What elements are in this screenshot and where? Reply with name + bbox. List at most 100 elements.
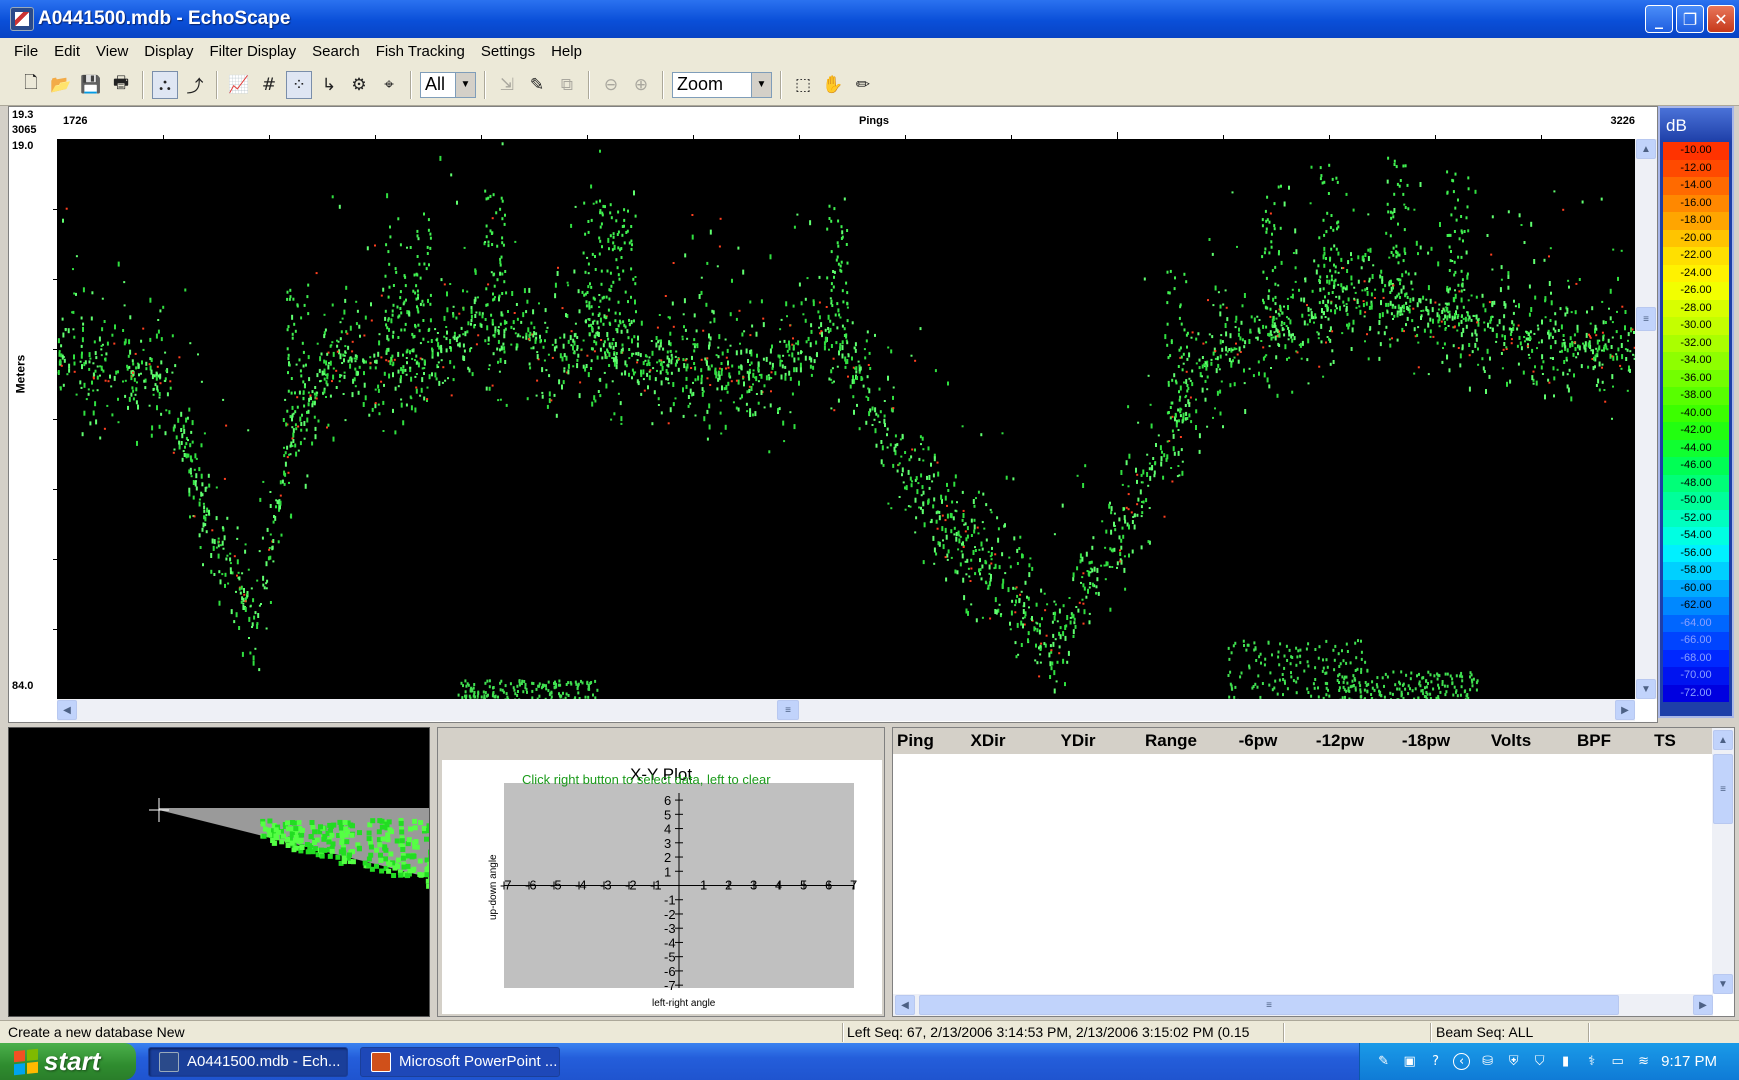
echo-target <box>742 269 745 275</box>
antivirus-icon[interactable]: ⚕ <box>1588 1054 1596 1069</box>
menu-search[interactable]: Search <box>312 42 360 60</box>
column-18pw[interactable]: -18pw <box>1401 731 1451 750</box>
ping-tick <box>1223 135 1224 139</box>
new-file-icon[interactable]: 🗋 <box>24 73 38 93</box>
echo-target <box>706 357 709 360</box>
network-icon[interactable]: ⛁ <box>1482 1054 1494 1069</box>
xy-plot-canvas[interactable]: -7 -6 -5 -4 -3 -2 -1 1 2 3 4 5 6 7654321-1-2-3-4-5-6-… <box>442 760 882 1014</box>
scroll-thumb[interactable]: ≡ <box>1713 754 1733 824</box>
echogram-vertical-scrollbar[interactable]: ▲ ≡ ▼ <box>1635 139 1657 699</box>
column-xdir[interactable]: XDir <box>970 731 1006 750</box>
monitor-icon[interactable]: ▭ <box>1611 1054 1624 1069</box>
help-icon[interactable]: ? <box>1432 1054 1440 1069</box>
bottom-line-icon[interactable]: ↳ <box>321 74 337 95</box>
column-range[interactable]: Range <box>1145 731 1197 750</box>
echo-target <box>494 695 497 699</box>
column-ts[interactable]: TS <box>1654 731 1676 750</box>
echo-target <box>1584 341 1587 346</box>
echo-target <box>150 433 153 438</box>
echo-target <box>698 294 701 299</box>
echo-target <box>1173 451 1176 456</box>
menu-help[interactable]: Help <box>551 42 582 60</box>
echo-target <box>1105 529 1108 534</box>
save-icon[interactable]: 💾 <box>80 74 102 95</box>
scroll-left-icon[interactable]: ◀ <box>57 700 77 720</box>
menu-file[interactable]: File <box>14 42 39 60</box>
edit-track-icon[interactable]: ✎ <box>529 74 545 95</box>
echogram-canvas[interactable] <box>57 139 1635 699</box>
menu-edit[interactable]: Edit <box>54 42 81 60</box>
print-icon[interactable]: 🖶 <box>112 73 130 93</box>
column-ydir[interactable]: YDir <box>1060 731 1096 750</box>
export-icon[interactable]: ⇲ <box>499 74 515 95</box>
echo-target <box>485 694 488 698</box>
tool-icon[interactable]: ✎ <box>1378 1054 1390 1069</box>
chevron-down-icon[interactable]: ▼ <box>455 72 475 97</box>
battery-icon[interactable]: ▮ <box>1562 1054 1570 1069</box>
echo-target <box>914 448 916 452</box>
scroll-up-icon[interactable]: ▲ <box>1636 139 1656 159</box>
echo-target <box>612 280 615 284</box>
hand-icon[interactable]: ✋ <box>822 74 844 95</box>
scatter-icon[interactable]: ⁘ <box>286 70 312 99</box>
table-vertical-scrollbar[interactable]: ▲ ≡ ▼ <box>1712 728 1734 994</box>
security-icon[interactable]: ⛨ <box>1508 1054 1519 1069</box>
menu-view[interactable]: View <box>96 42 129 60</box>
scroll-thumb[interactable]: ≡ <box>1636 307 1656 331</box>
echo-target <box>729 312 732 317</box>
menu-filter-display[interactable]: Filter Display <box>209 42 297 60</box>
column-6pw[interactable]: -6pw <box>1238 731 1278 750</box>
show-hidden-icons-icon[interactable]: ‹ <box>1453 1053 1471 1070</box>
scroll-up-icon[interactable]: ▲ <box>1713 730 1733 750</box>
column-12pw[interactable]: -12pw <box>1315 731 1365 750</box>
display-icon[interactable]: ▣ <box>1403 1054 1416 1069</box>
menu-fish-tracking[interactable]: Fish Tracking <box>375 42 465 60</box>
maximize-button[interactable]: ❐ <box>1676 5 1704 33</box>
zoom-in-icon[interactable]: ⊕ <box>633 74 649 95</box>
taskbar-item-powerpoint[interactable]: Microsoft PowerPoint ... <box>360 1046 560 1077</box>
zoom-out-icon[interactable]: ⊖ <box>603 74 619 95</box>
scroll-right-icon[interactable]: ▶ <box>1615 700 1635 720</box>
zoom-select[interactable]: Zoom ▼ <box>672 71 772 98</box>
echogram-view-icon[interactable]: ⛬ <box>152 70 178 99</box>
close-button[interactable]: ✕ <box>1707 5 1735 33</box>
filter-select[interactable]: All ▼ <box>420 71 476 98</box>
scroll-right-icon[interactable]: ▶ <box>1693 995 1713 1015</box>
column-bpf[interactable]: BPF <box>1577 731 1611 750</box>
echo-target <box>563 367 566 370</box>
scroll-thumb[interactable]: ≡ <box>919 995 1619 1015</box>
echo-target <box>1058 645 1061 649</box>
echo-target <box>980 541 983 547</box>
grid-icon[interactable]: # <box>261 74 277 95</box>
scroll-thumb[interactable]: ≡ <box>777 700 799 720</box>
echo-target <box>1450 250 1452 253</box>
menu-display[interactable]: Display <box>144 42 194 60</box>
start-button[interactable]: start <box>0 1043 136 1080</box>
echo-target <box>743 381 745 387</box>
copy-icon[interactable]: ⧉ <box>560 74 574 95</box>
column-ping[interactable]: Ping <box>897 731 934 750</box>
beam-3d-view[interactable] <box>8 727 430 1017</box>
wireless-icon[interactable]: ≋ <box>1638 1054 1650 1069</box>
scroll-down-icon[interactable]: ▼ <box>1713 974 1733 994</box>
pencil-icon[interactable]: ✏ <box>855 74 871 95</box>
column-volts[interactable]: Volts <box>1490 731 1532 750</box>
select-region-icon[interactable]: ⬚ <box>794 74 812 95</box>
echogram-horizontal-scrollbar[interactable]: ◀ ≡ ▶ <box>57 699 1635 721</box>
taskbar-item-echoscape[interactable]: A0441500.mdb - Ech... <box>148 1046 348 1077</box>
menu-settings[interactable]: Settings <box>480 42 536 60</box>
shield-icon[interactable]: ⛉ <box>1534 1054 1545 1069</box>
minimize-button[interactable]: _ <box>1645 5 1673 33</box>
echo-target <box>58 351 61 357</box>
track-select-icon[interactable]: ⤴ <box>186 77 204 97</box>
chevron-down-icon[interactable]: ▼ <box>751 72 771 97</box>
line-chart-icon[interactable]: 📈 <box>228 74 250 95</box>
depth-top-label: 19.0 <box>12 140 34 152</box>
echo-target <box>1378 689 1380 693</box>
target-icon[interactable]: ⌖ <box>384 74 394 95</box>
open-folder-icon[interactable]: 📂 <box>50 74 72 95</box>
scroll-left-icon[interactable]: ◀ <box>895 995 915 1015</box>
filter-icon[interactable]: ⚙ <box>351 74 367 95</box>
scroll-down-icon[interactable]: ▼ <box>1636 679 1656 699</box>
table-horizontal-scrollbar[interactable]: ◀ ≡ ▶ <box>893 994 1713 1016</box>
